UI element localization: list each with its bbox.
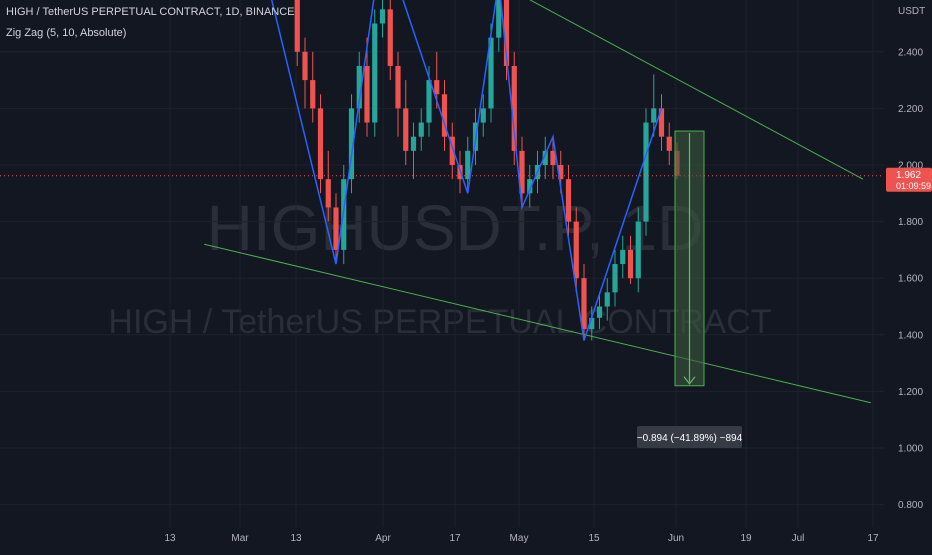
price-tick-label: 1.200 <box>898 387 923 398</box>
price-tick-label: 2.400 <box>898 47 923 58</box>
candle-body <box>372 23 378 123</box>
candle-body <box>418 122 424 137</box>
price-tick-label: 2.000 <box>898 161 923 172</box>
indicator-legend[interactable]: Zig Zag (5, 10, Absolute) <box>6 27 127 39</box>
price-tick-label: 1.800 <box>898 217 923 228</box>
candle-body <box>612 264 618 293</box>
measure-arrow-head-icon <box>683 376 696 385</box>
chart-title: HIGH / TetherUS PERPETUAL CONTRACT, 1D, … <box>6 6 295 18</box>
time-tick-label: Jun <box>668 533 684 544</box>
last-price-countdown: 01:09:59 <box>896 181 931 191</box>
candle-body <box>480 108 486 123</box>
candle-body <box>519 150 525 194</box>
candle-body <box>627 249 634 279</box>
upper-trendline <box>529 0 864 180</box>
candle-body <box>356 65 362 109</box>
candle-body <box>620 249 626 265</box>
candle-body <box>317 108 324 180</box>
price-tick-label: 1.000 <box>898 444 923 455</box>
candle-body <box>542 150 548 165</box>
price-tick-label: 2.600 <box>898 0 923 2</box>
time-tick-label: May <box>510 533 529 544</box>
candle-body <box>395 65 401 109</box>
candle-body <box>658 108 665 137</box>
candle-body <box>550 150 556 165</box>
candle-body <box>302 51 308 81</box>
candle-body <box>364 65 370 123</box>
time-tick-label: Apr <box>375 533 391 544</box>
candle-body <box>589 317 595 330</box>
price-tick-label: 1.600 <box>898 274 923 285</box>
time-axis-bg <box>0 527 932 550</box>
candle-body <box>581 278 587 330</box>
time-tick-label: 17 <box>449 533 461 544</box>
time-tick-label: 13 <box>164 533 176 544</box>
last-price-badge <box>886 167 932 192</box>
candle-body <box>465 150 471 180</box>
lower-trendline <box>204 243 871 404</box>
measure-tool[interactable]: −0.894 (−41.89%) −894 <box>637 130 743 448</box>
candle-body <box>596 306 603 318</box>
time-tick-label: 17 <box>867 533 879 544</box>
candle-body <box>666 136 672 151</box>
candle-body <box>379 9 386 24</box>
candle-body <box>503 0 510 66</box>
candle-body <box>604 292 610 307</box>
time-tick-label: 15 <box>588 533 600 544</box>
candle-body <box>488 37 494 109</box>
time-axis[interactable]: 13 Mar 13 Apr 17 May 15 Jun 19 Jul 17 <box>0 527 932 550</box>
price-tick-label: 0.800 <box>898 500 923 511</box>
candle-body <box>441 94 448 137</box>
measure-label: −0.894 (−41.89%) −894 <box>637 433 743 444</box>
zigzag-indicator <box>270 0 663 341</box>
last-price-value: 1.962 <box>896 170 921 181</box>
candle-body <box>348 108 355 180</box>
candle-body <box>565 179 572 222</box>
zigzag-line <box>270 0 663 341</box>
time-tick-label: 19 <box>740 533 752 544</box>
candle-body <box>387 9 393 66</box>
time-tick-label: 13 <box>290 533 302 544</box>
candle-body <box>643 122 649 222</box>
candle-body <box>310 80 316 109</box>
candle-body <box>558 165 564 180</box>
trendlines <box>0 0 884 404</box>
candle-body <box>511 65 517 151</box>
price-axis[interactable]: USDT0.6000.8001.0001.2001.4001.6001.8002… <box>884 0 932 550</box>
candle-body <box>434 80 440 95</box>
price-axis-currency: USDT <box>898 6 925 17</box>
price-axis-bg <box>884 0 932 550</box>
candle-body <box>573 221 579 279</box>
time-tick-label: Mar <box>231 533 249 544</box>
price-tick-label: 1.400 <box>898 330 923 341</box>
candle-body <box>651 108 657 123</box>
candle-body <box>426 80 432 123</box>
candle-body <box>325 179 331 208</box>
time-tick-label: Jul <box>792 533 805 544</box>
candle-body <box>635 221 641 279</box>
candle-body <box>403 108 409 151</box>
measure-label-bg <box>637 426 742 448</box>
candle-body <box>496 0 502 38</box>
candle-body <box>527 179 533 194</box>
candle-body <box>294 0 300 52</box>
candle-body <box>410 136 417 151</box>
candles <box>294 0 680 341</box>
candle-body <box>449 136 455 165</box>
candle-body <box>333 207 339 250</box>
price-tick-label: 2.200 <box>898 104 923 115</box>
